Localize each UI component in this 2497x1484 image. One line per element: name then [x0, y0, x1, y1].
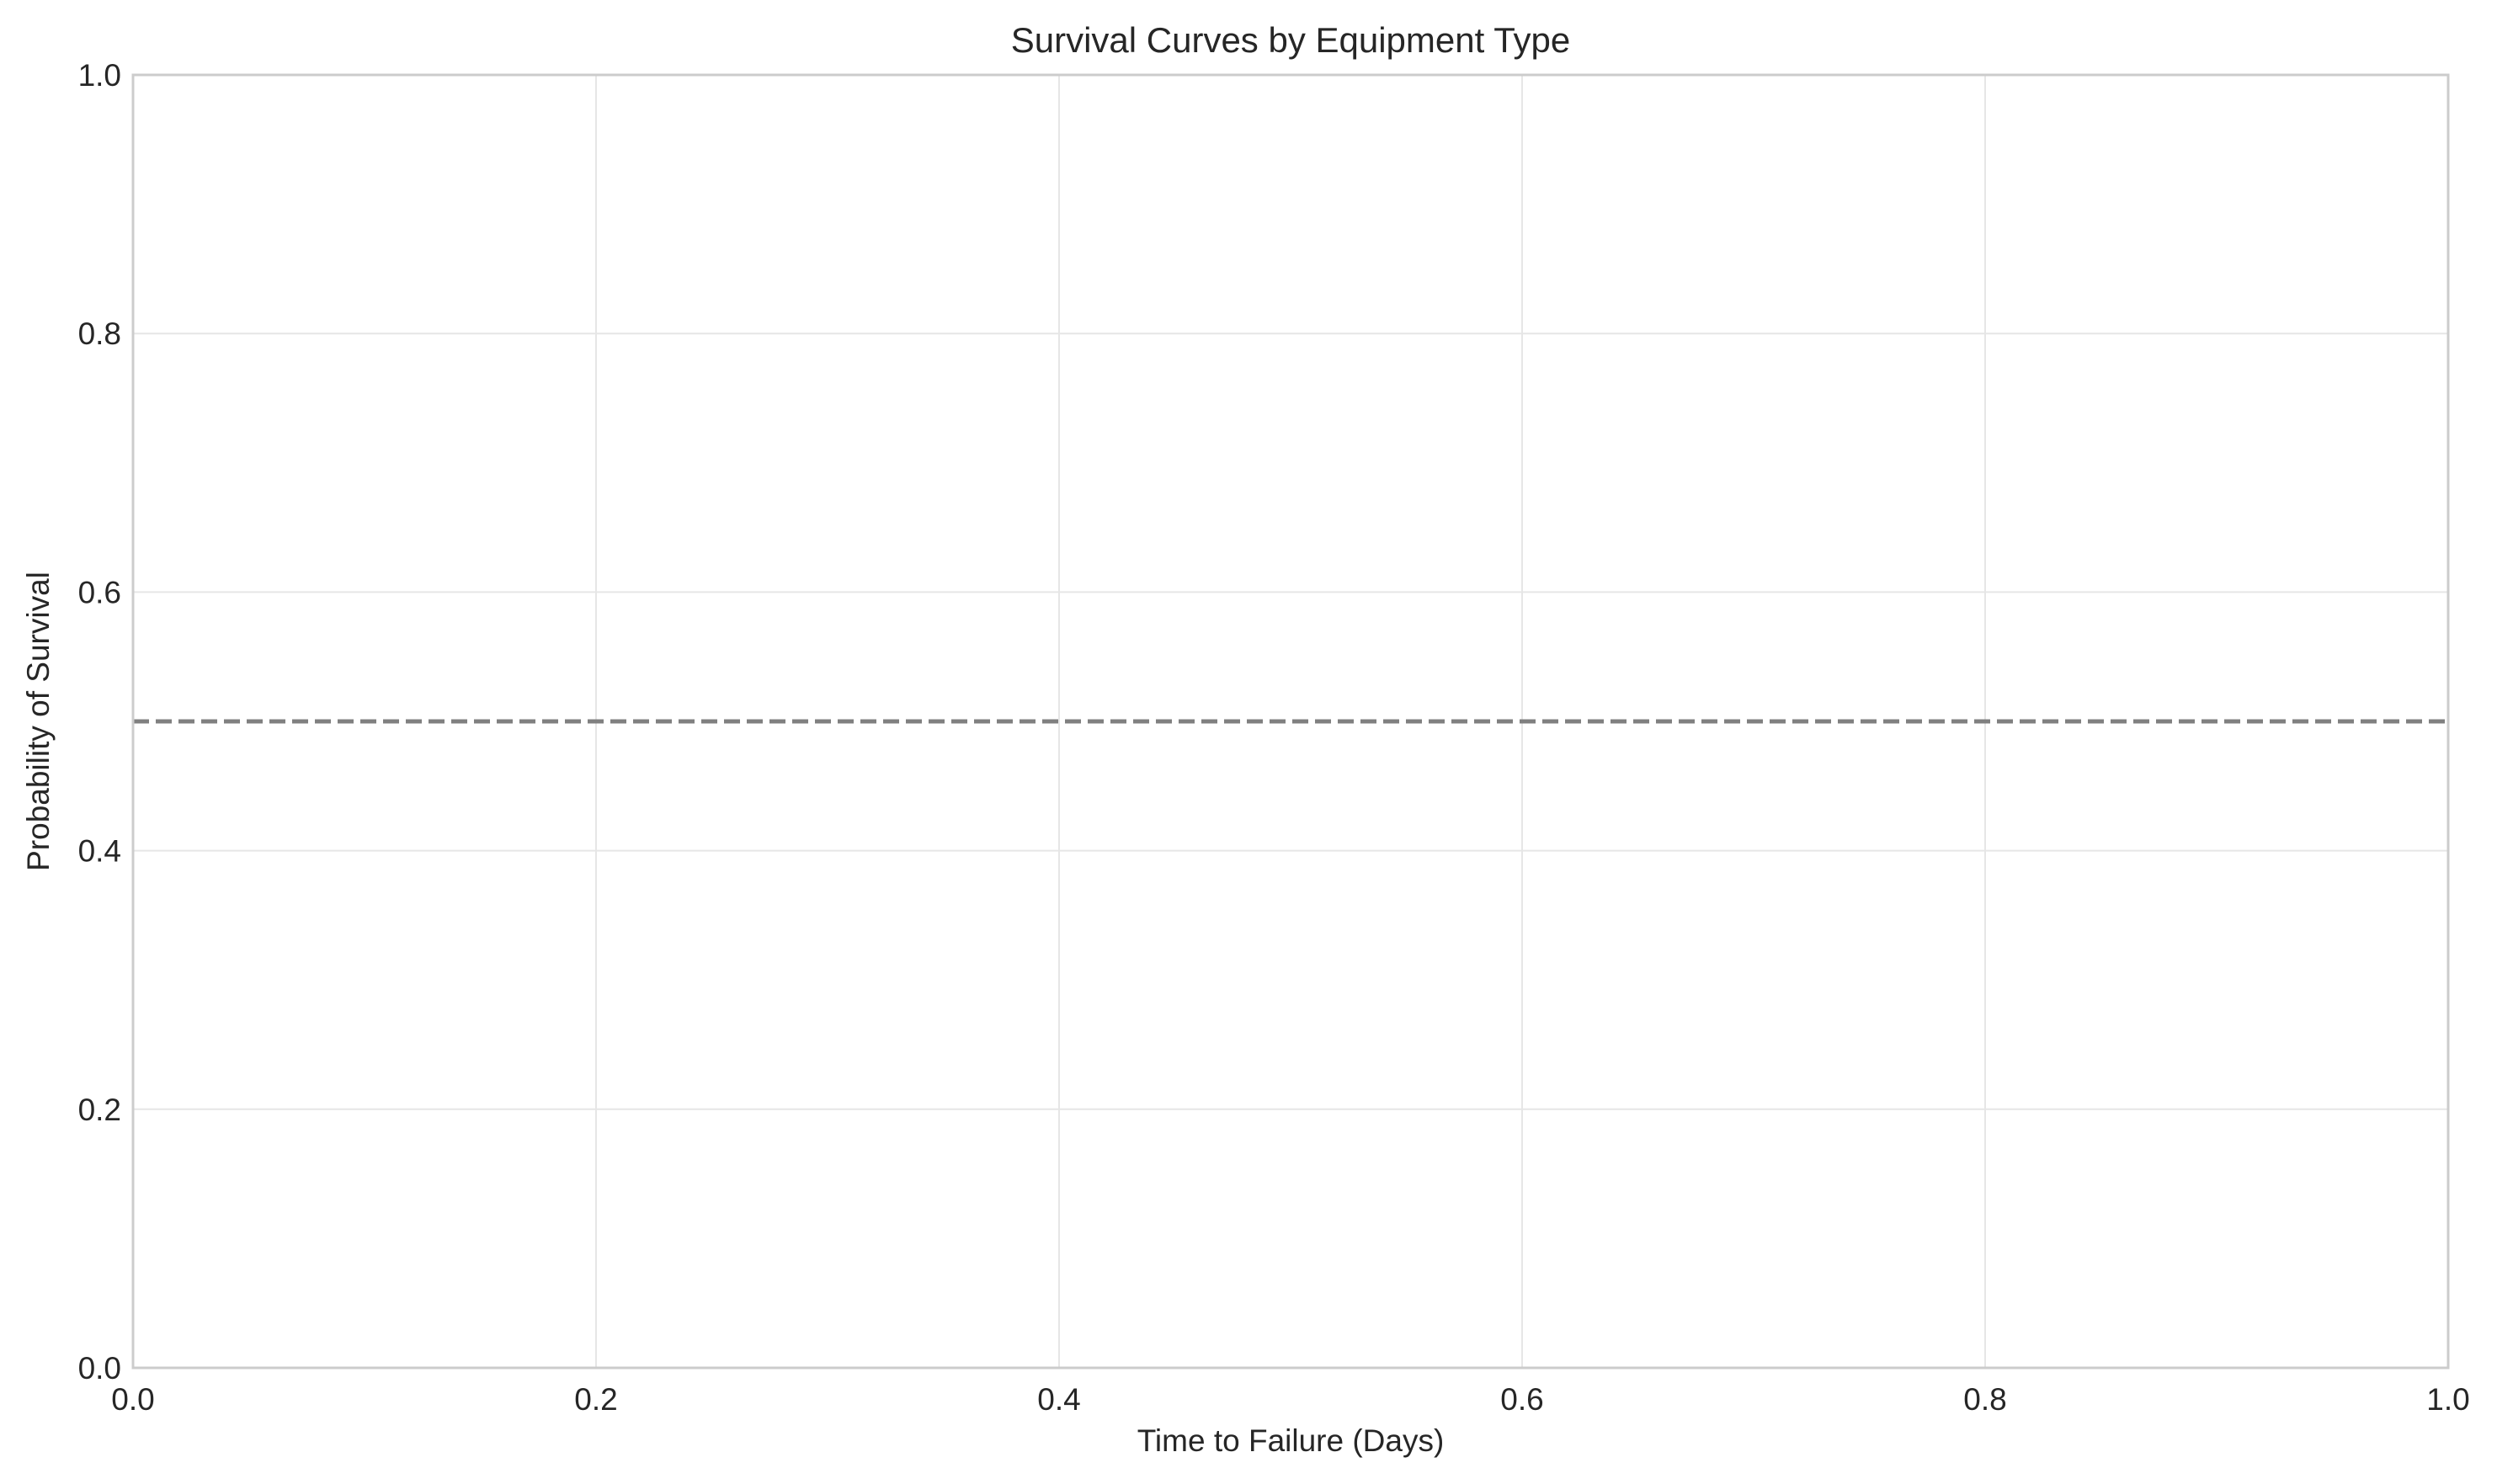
- chart-title: Survival Curves by Equipment Type: [1011, 20, 1571, 60]
- x-tick-label: 0.0: [111, 1382, 154, 1417]
- y-tick-label: 0.2: [78, 1093, 121, 1127]
- x-tick-label: 0.2: [574, 1382, 617, 1417]
- y-tick-label: 0.8: [78, 316, 121, 351]
- y-axis-label: Probability of Survival: [21, 572, 56, 871]
- x-tick-label: 1.0: [2426, 1382, 2469, 1417]
- y-tick-label: 0.6: [78, 575, 121, 609]
- y-tick-label: 0.0: [78, 1351, 121, 1386]
- y-tick-label: 0.4: [78, 834, 121, 869]
- x-tick-label: 0.8: [1963, 1382, 2006, 1417]
- x-axis-label: Time to Failure (Days): [1137, 1423, 1445, 1458]
- y-tick-label: 1.0: [78, 58, 121, 93]
- y-tick-labels: 0.0 0.2 0.4 0.6 0.8 1.0: [78, 58, 121, 1386]
- x-tick-label: 0.4: [1037, 1382, 1080, 1417]
- plot-area-frame: [131, 73, 2450, 1370]
- x-tick-labels: 0.0 0.2 0.4 0.6 0.8 1.0: [111, 1382, 2469, 1417]
- x-tick-label: 0.6: [1500, 1382, 1543, 1417]
